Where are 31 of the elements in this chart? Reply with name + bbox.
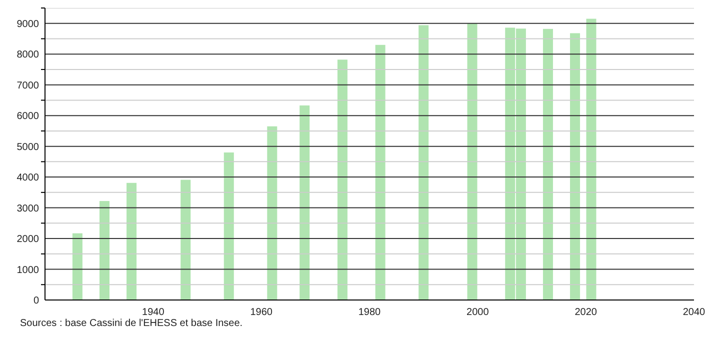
x-tick-label: 1980 — [358, 307, 382, 318]
x-tick-label: 2040 — [682, 307, 706, 318]
bar — [570, 33, 580, 300]
bar — [375, 44, 386, 300]
y-tick-label: 8000 — [16, 50, 40, 61]
y-tick-label: 6000 — [16, 111, 40, 122]
bar — [542, 28, 553, 300]
bar — [99, 201, 110, 300]
bar — [126, 182, 137, 300]
x-tick-label: 1960 — [250, 307, 273, 318]
x-tick-label: 1940 — [142, 307, 165, 318]
bar — [180, 180, 191, 300]
bar — [224, 152, 234, 300]
y-tick-label: 2000 — [16, 234, 40, 246]
bar — [418, 25, 429, 300]
bar — [467, 23, 478, 300]
y-tick-label: 9000 — [16, 18, 40, 30]
x-tick-label: 2020 — [574, 307, 598, 318]
bar — [337, 60, 348, 300]
y-tick-label: 5000 — [16, 142, 40, 153]
bar — [267, 126, 278, 300]
y-tick-label: 1000 — [16, 264, 40, 276]
y-tick-label: 7000 — [16, 80, 40, 92]
source-note: Sources : base Cassini de l'EHESS et base Insee. — [19, 318, 244, 329]
y-tick-label: 4000 — [16, 172, 40, 184]
bar — [300, 105, 310, 300]
bar — [72, 233, 82, 300]
y-tick-label: 0 — [33, 296, 40, 306]
bar — [586, 18, 596, 300]
y-tick-label: 3000 — [16, 203, 40, 214]
x-tick-label: 2000 — [466, 307, 490, 318]
